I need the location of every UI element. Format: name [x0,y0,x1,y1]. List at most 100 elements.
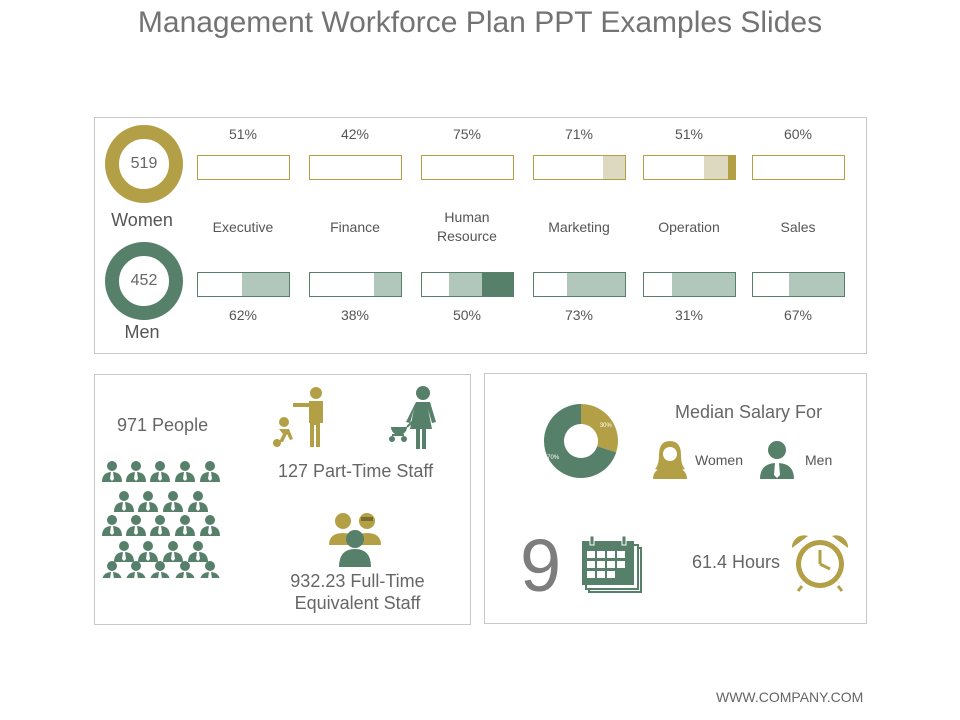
women-bar-fill [603,156,625,179]
person-icon [175,515,195,536]
category-label: Marketing [524,218,634,237]
men-bar [197,272,290,297]
men-bar-fill [373,273,401,296]
women-bar-fill [704,156,728,179]
category-label: Executive [188,218,298,237]
women-bar [752,155,845,180]
men-bar [533,272,626,297]
category-label-line: Executive [212,219,274,235]
pie-slice-label: 70% [547,455,560,461]
men-percent: 50% [452,307,482,323]
women-bar [643,155,736,180]
person-icon [102,461,122,482]
person-icon [163,491,183,512]
man-avatar-icon [759,439,795,479]
woman-avatar-icon [651,439,689,479]
category-label: Sales [743,218,853,237]
person-icon [175,561,195,578]
pie-slice-label: 30% [600,423,613,429]
women-percent: 42% [340,126,370,142]
women-bar [309,155,402,180]
men-percent: 67% [783,307,813,323]
category-label: Human Resource [412,208,522,246]
person-icon [102,561,122,578]
person-icon [138,491,158,512]
page-title: Management Workforce Plan PPT Examples S… [137,6,823,39]
men-salary-label: Men [805,452,833,468]
men-bar-fill [449,273,483,296]
pie-slice [544,404,617,478]
women-bar-highlight [727,156,735,179]
mother-stroller-icon [383,385,443,449]
men-percent: 31% [674,307,704,323]
crowd-icon [100,460,225,578]
category-label-line: Resource [437,228,497,244]
calendar-icon [580,534,644,594]
people-count: 971 People [117,415,209,435]
women-percent: 75% [452,126,482,142]
men-donut: 452 [105,242,183,320]
person-icon [200,515,220,536]
men-bar-fill [788,273,844,296]
category-label: Finance [300,218,410,237]
women-label: Women [111,210,173,230]
men-bar [752,272,845,297]
category-label-line: Operation [658,219,720,235]
person-icon [163,541,183,562]
footer-url: WWW.COMPANY.COM [716,689,864,705]
men-bar [643,272,736,297]
women-percent: 51% [228,126,258,142]
women-percent: 71% [564,126,594,142]
person-icon [188,541,208,562]
men-percent: 38% [340,307,370,323]
person-icon [150,515,170,536]
gender-panel: 519 Women 452 Men 51% Executive 62% 42% Fina… [94,117,867,354]
pie-slice [581,404,618,453]
category-label-line: Human [444,209,490,225]
person-icon [114,541,134,562]
person-icon [126,561,146,578]
person-icon [126,515,146,536]
women-bar [421,155,514,180]
person-icon [200,461,220,482]
category-label-line: Sales [780,219,816,235]
person-icon [188,491,208,512]
median-salary-heading: Median Salary For [675,402,823,422]
women-bar [533,155,626,180]
men-bar [421,272,514,297]
hours-value: 61.4 Hours [692,552,781,572]
person-icon [126,461,146,482]
team-icon [325,507,385,567]
women-count: 519 [130,155,158,172]
person-icon [150,561,170,578]
person-icon [102,515,122,536]
men-percent: 73% [564,307,594,323]
days-number: 9 [520,524,562,607]
women-bar [197,155,290,180]
salary-panel: 30% 70% Median Salary For Women Men 9 [484,373,867,624]
full-time-staff-line: Equivalent Staff [294,593,421,613]
person-icon [175,461,195,482]
staff-panel: 971 People 127 Part-Time Staff [94,374,471,625]
category-label: Operation [634,218,744,237]
parent-child-icon [271,385,339,449]
person-icon [114,491,134,512]
men-bar-highlight [482,273,513,296]
men-bar [309,272,402,297]
men-bar-fill [672,273,735,296]
part-time-staff: 127 Part-Time Staff [278,461,434,481]
alarm-clock-icon [788,532,852,592]
category-label-line: Marketing [548,219,610,235]
full-time-staff-line: 932.23 Full-Time [290,571,425,591]
men-bar-fill [241,273,289,296]
men-label: Men [124,322,160,342]
person-icon [150,461,170,482]
women-percent: 60% [783,126,813,142]
men-bar-fill [566,273,625,296]
person-icon [200,561,220,578]
women-donut: 519 [105,125,183,203]
salary-pie-chart: 30% 70% [543,403,619,479]
women-salary-label: Women [695,452,743,468]
men-count: 452 [130,272,158,289]
full-time-staff: 932.23 Full-Time Equivalent Staff [265,570,450,614]
